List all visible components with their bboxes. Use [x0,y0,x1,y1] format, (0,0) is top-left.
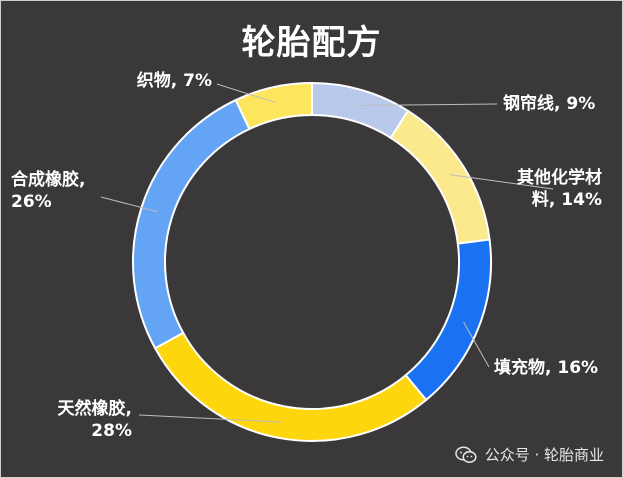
donut-slice-5 [234,81,313,131]
slice-label-line: 天然橡胶, [58,398,132,419]
donut-slice-3 [153,331,428,442]
slice-label-1: 其他化学材料, 14% [517,167,602,210]
wechat-icon [454,445,477,463]
labels-group: 钢帘线, 9%其他化学材料, 14%填充物, 16%天然橡胶, 28%合成橡胶, 2… [11,70,602,441]
donut-slice-0 [311,81,410,140]
donut-slice-1 [389,109,491,245]
leader-line-3 [138,414,282,423]
slice-label-line: 合成橡胶, [11,169,85,190]
leader-line-1 [449,174,554,190]
slice-label-line: 钢帘线, 9% [503,93,595,114]
watermark: 公众号 · 轮胎商业 [454,444,604,465]
watermark-text: 公众号 · 轮胎商业 [484,446,604,464]
slices-group [132,81,492,442]
leader-line-5 [216,83,277,104]
slice-label-line: 其他化学材 [517,167,602,188]
leader-line-4 [100,196,158,213]
slice-label-line: 28% [91,421,132,441]
slice-label-line: 织物, 7% [137,70,212,91]
slice-label-5: 织物, 7% [137,70,212,91]
chart-title: 轮胎配方 [241,23,382,63]
leader-lines-group [100,83,554,423]
slice-label-2: 填充物, 16% [494,357,598,378]
slice-label-3: 天然橡胶, 28% [58,398,132,441]
slice-label-4: 合成橡胶, 26% [11,169,85,212]
leader-line-0 [357,103,498,106]
slice-label-line: 填充物, 16% [494,357,598,378]
donut-slice-4 [132,98,251,350]
slice-label-line: 料, 14% [532,189,602,210]
leader-line-2 [463,321,490,368]
slice-label-line: 26% [11,192,52,212]
donut-slice-2 [404,238,492,402]
slice-label-0: 钢帘线, 9% [503,93,595,114]
